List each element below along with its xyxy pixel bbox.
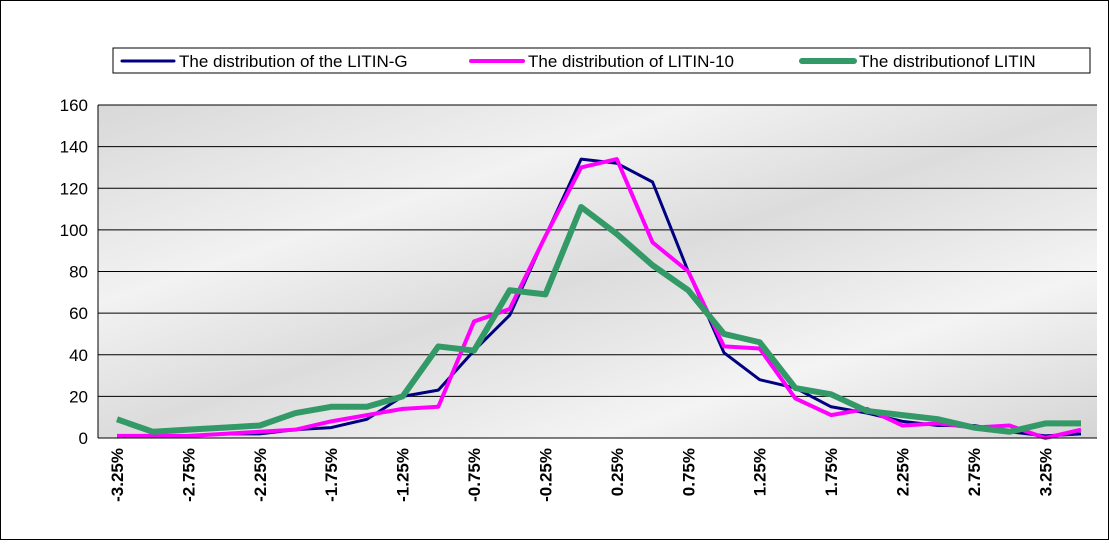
- legend: [112, 47, 1091, 74]
- legend-label: The distributionof LITIN: [859, 52, 1036, 71]
- x-tick-label: -2.75%: [179, 448, 198, 502]
- x-tick-label: 2.75%: [965, 448, 984, 496]
- legend-label: The distribution of the LITIN-G: [179, 52, 408, 71]
- y-tick-label: 20: [69, 387, 88, 406]
- x-tick-label: 1.25%: [751, 448, 770, 496]
- x-tick-label: 1.75%: [822, 448, 841, 496]
- legend-label: The distribution of LITIN-10: [528, 52, 734, 71]
- x-tick-label: -0.25%: [536, 448, 555, 502]
- x-tick-label: -1.75%: [322, 448, 341, 502]
- x-tick-label: 0.25%: [608, 448, 627, 496]
- y-tick-label: 140: [60, 138, 88, 157]
- x-tick-label: -2.25%: [251, 448, 270, 502]
- y-tick-label: 80: [69, 263, 88, 282]
- x-tick-label: 3.25%: [1036, 448, 1055, 496]
- y-tick-label: 160: [60, 96, 88, 115]
- x-tick-label: -0.75%: [465, 448, 484, 502]
- x-tick-label: 0.75%: [679, 448, 698, 496]
- series-line: [117, 157, 1082, 440]
- y-tick-label: 40: [69, 346, 88, 365]
- x-tick-label: 2.25%: [893, 448, 912, 496]
- series-line: [116, 203, 1081, 435]
- x-tick-label: -3.25%: [108, 448, 127, 502]
- y-tick-label: 120: [60, 179, 88, 198]
- y-tick-label: 60: [69, 304, 88, 323]
- y-tick-label: 100: [60, 221, 88, 240]
- y-tick-label: 0: [79, 429, 88, 448]
- x-tick-label: -1.25%: [394, 448, 413, 502]
